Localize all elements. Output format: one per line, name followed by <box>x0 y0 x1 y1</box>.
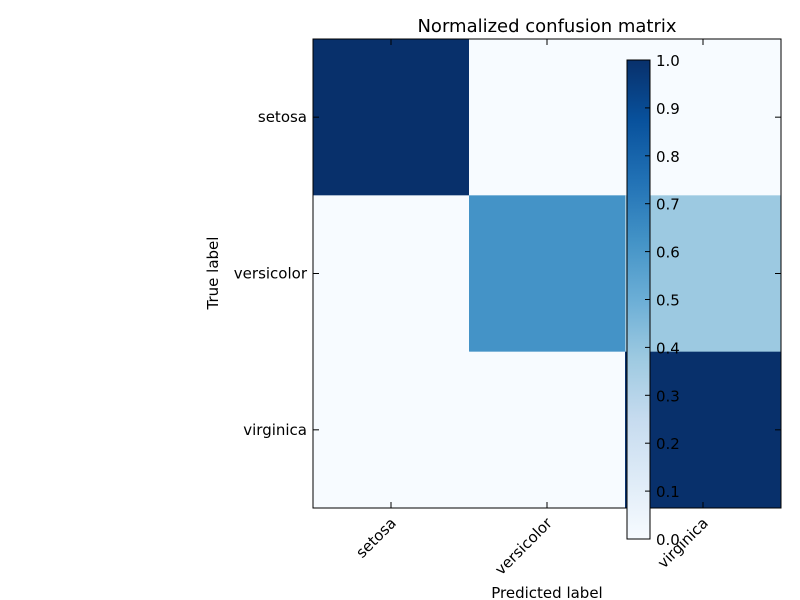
y-tick-label: virginica <box>243 421 307 439</box>
y-tick-label: versicolor <box>234 265 308 283</box>
colorbar-tick-label: 0.9 <box>656 100 680 118</box>
x-tick-label: versicolor <box>491 514 556 579</box>
colorbar-tick-label: 0.5 <box>656 292 680 310</box>
colorbar: 0.0 0.1 0.2 0.3 0.4 0.5 0.6 0.7 0.8 0.9 1.0 <box>626 52 680 549</box>
colorbar-tick-label: 0.1 <box>656 483 680 501</box>
heatmap-cell <box>313 351 470 509</box>
colorbar-tick-label: 0.0 <box>656 531 680 549</box>
colorbar-tick-label: 0.4 <box>656 339 680 357</box>
colorbar-tick-label: 1.0 <box>656 52 680 70</box>
heatmap-cell <box>625 195 782 353</box>
colorbar-tick-label: 0.3 <box>656 387 680 405</box>
colorbar-tick-label: 0.7 <box>656 196 680 214</box>
heatmap-cell <box>313 195 470 353</box>
heatmap-cell <box>625 351 782 509</box>
chart-title: Normalized confusion matrix <box>417 16 676 37</box>
x-tick-label: setosa <box>352 514 399 561</box>
heatmap-cell <box>313 39 470 196</box>
heatmap-cell <box>469 195 626 353</box>
heatmap-cell <box>469 351 626 509</box>
heatmap-cells <box>313 39 782 509</box>
x-axis-label: Predicted label <box>491 584 602 600</box>
colorbar-tick-label: 0.8 <box>656 148 680 166</box>
heatmap-cell <box>625 39 782 196</box>
colorbar-tick-label: 0.2 <box>656 435 680 453</box>
heatmap-cell <box>469 39 626 196</box>
colorbar-tick-label: 0.6 <box>656 244 680 262</box>
y-tick-label: setosa <box>258 108 307 126</box>
y-axis-label: True label <box>204 237 222 311</box>
